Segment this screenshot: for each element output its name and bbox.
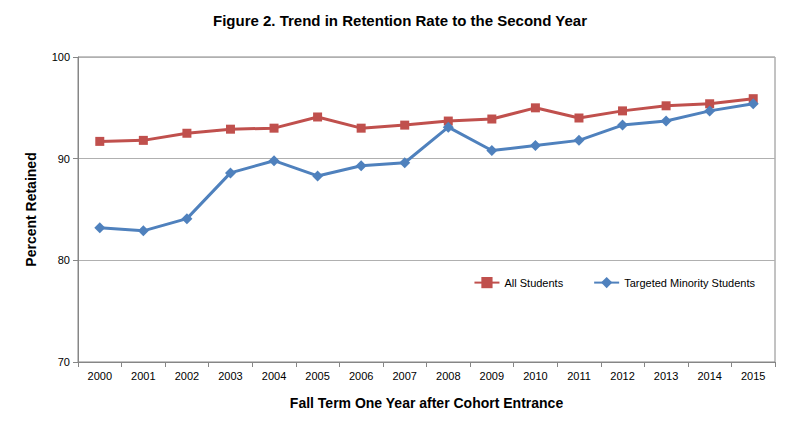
svg-text:Fall Term One Year after Cohor: Fall Term One Year after Cohort Entrance	[290, 395, 564, 411]
svg-text:2003: 2003	[218, 370, 242, 382]
svg-text:2001: 2001	[131, 370, 155, 382]
svg-text:2006: 2006	[349, 370, 373, 382]
svg-text:80: 80	[58, 254, 70, 266]
svg-text:2014: 2014	[697, 370, 721, 382]
svg-text:Targeted Minority Students: Targeted Minority Students	[624, 277, 755, 289]
svg-text:2002: 2002	[175, 370, 199, 382]
svg-text:70: 70	[58, 356, 70, 368]
svg-text:2004: 2004	[262, 370, 286, 382]
svg-text:2005: 2005	[305, 370, 329, 382]
svg-text:All Students: All Students	[504, 277, 563, 289]
svg-text:2008: 2008	[436, 370, 460, 382]
svg-text:2012: 2012	[610, 370, 634, 382]
svg-text:2015: 2015	[741, 370, 765, 382]
svg-text:2007: 2007	[392, 370, 416, 382]
svg-text:Percent Retained: Percent Retained	[23, 152, 39, 266]
svg-text:90: 90	[58, 153, 70, 165]
svg-text:2013: 2013	[654, 370, 678, 382]
svg-text:Figure 2. Trend in Retention R: Figure 2. Trend in Retention Rate to the…	[213, 12, 587, 29]
svg-text:2009: 2009	[480, 370, 504, 382]
svg-text:100: 100	[52, 51, 70, 63]
svg-text:2011: 2011	[567, 370, 591, 382]
svg-text:2010: 2010	[523, 370, 547, 382]
svg-text:2000: 2000	[88, 370, 112, 382]
